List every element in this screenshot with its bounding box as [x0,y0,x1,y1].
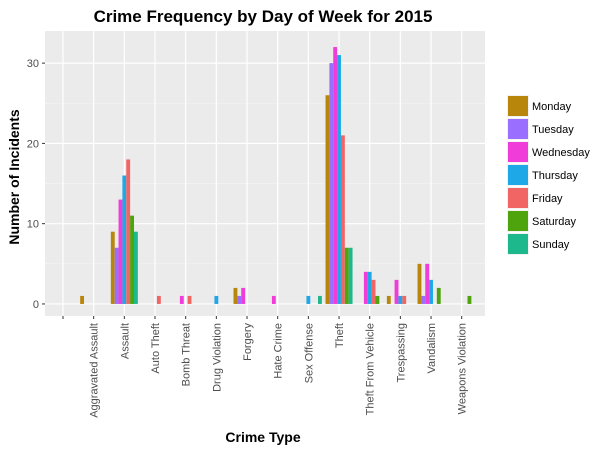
bar-weapons-violation-saturday [467,295,472,304]
bar-theft-saturday [344,247,349,304]
bar-sex-offense-thursday [306,295,311,304]
x-tick-label: Weapons Violation [457,323,469,414]
bar-theft-sunday [348,247,353,304]
legend-swatch-tuesday [508,119,528,139]
bar-forgery-monday [233,287,238,304]
y-tick-label: 20 [27,138,39,150]
x-tick-label: Bomb Threat [181,323,193,386]
bar-auto-theft-friday [156,295,161,304]
bar-aggravated-assault-monday [80,295,85,304]
bar-bomb-threat-friday [187,295,192,304]
x-tick-label: Theft From Vehicle [365,323,377,415]
x-axis-title: Crime Type [225,429,300,445]
bar-trespassing-monday [386,295,391,304]
x-tick-label: Forgery [242,323,254,361]
bar-trespassing-thursday [398,295,403,304]
legend-label-saturday: Saturday [532,216,577,228]
bar-hate-crime-wednesday [271,295,276,304]
bar-trespassing-wednesday [394,279,399,304]
bar-assault-sunday [133,231,138,304]
legend-swatch-friday [508,188,528,208]
legend-label-tuesday: Tuesday [532,124,574,136]
bar-theft-friday [340,135,345,304]
bar-drug-violation-thursday [214,295,219,304]
x-axis-ticks: Aggravated Assault Assault Auto Theft Bomb … [62,316,469,418]
x-tick-label: Auto Theft [150,323,162,374]
bar-bomb-threat-wednesday [179,295,184,304]
legend-label-sunday: Sunday [532,239,570,251]
bar-theft-tuesday [329,63,334,304]
chart-title: Crime Frequency by Day of Week for 2015 [94,7,433,26]
x-tick-label: Trespassing [395,323,407,383]
bar-assault-friday [126,159,131,304]
legend-swatch-saturday [508,211,528,231]
bar-theft-thursday [337,55,341,304]
legend-swatch-sunday [508,234,528,254]
bar-assault-wednesday [118,199,123,304]
legend-label-thursday: Thursday [532,170,578,182]
bar-vandalism-tuesday [421,295,426,304]
y-axis-ticks: 0 10 20 30 [27,58,45,311]
x-tick-label: Hate Crime [273,323,285,379]
bar-theft-monday [325,95,330,304]
bar-theft-from-vehicle-saturday [375,295,380,304]
legend-swatch-thursday [508,165,528,185]
bar-assault-monday [110,231,115,304]
bar-trespassing-friday [402,295,407,304]
legend-label-friday: Friday [532,193,563,205]
x-tick-label: Sex Offense [303,323,315,383]
bar-theft-from-vehicle-friday [371,279,376,304]
bar-vandalism-monday [417,263,422,304]
legend-label-wednesday: Wednesday [532,147,590,159]
bar-vandalism-wednesday [425,263,430,304]
bar-forgery-wednesday [241,287,246,304]
bar-sex-offense-sunday [318,295,322,304]
y-tick-label: 0 [33,299,39,311]
bar-theft-from-vehicle-wednesday [363,271,368,304]
bar-assault-tuesday [114,247,119,304]
bar-theft-wednesday [333,47,338,304]
legend: Monday Tuesday Wednesday Thursday Friday Satu… [507,95,590,255]
x-tick-label: Theft [334,323,346,348]
y-tick-label: 10 [27,219,39,231]
y-tick-label: 30 [27,58,39,70]
bar-vandalism-saturday [436,287,441,304]
y-axis-title: Number of Incidents [6,109,22,245]
x-tick-label: Drug Violation [211,323,223,392]
x-tick-label: Assault [119,323,131,359]
bar-vandalism-thursday [429,279,433,304]
legend-label-monday: Monday [532,101,572,113]
x-tick-label: Vandalism [426,323,438,374]
bar-assault-thursday [122,175,127,304]
legend-swatch-monday [508,96,528,116]
bar-forgery-tuesday [237,295,242,304]
bar-assault-saturday [130,215,134,304]
x-tick-label: Aggravated Assault [89,323,101,418]
legend-swatch-wednesday [508,142,528,162]
bar-theft-from-vehicle-thursday [367,271,372,304]
bars [80,47,472,304]
